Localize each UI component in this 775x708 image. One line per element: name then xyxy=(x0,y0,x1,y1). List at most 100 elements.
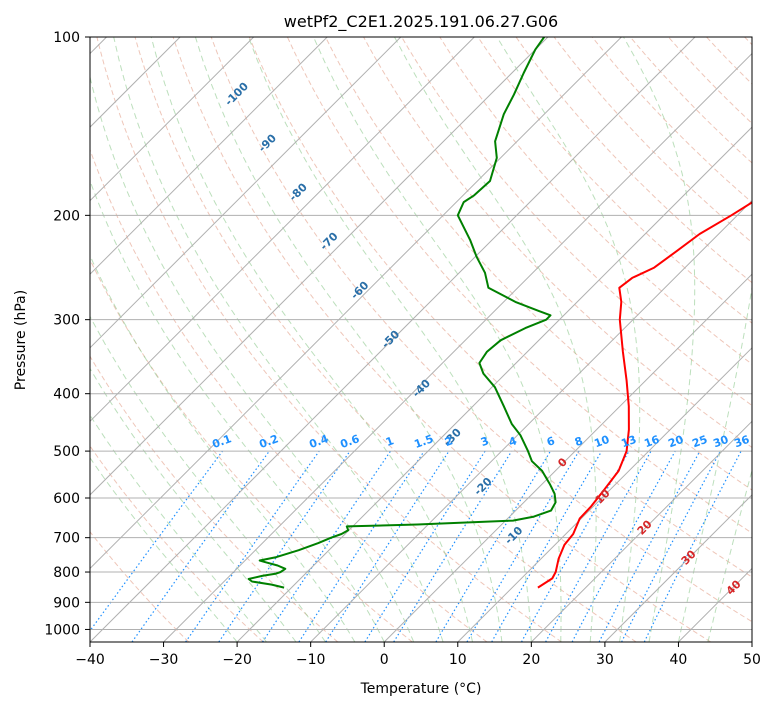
moist-adiabat-line xyxy=(90,254,356,642)
dry-adiabat-line xyxy=(90,355,339,642)
moist-adiabat-line xyxy=(90,456,238,642)
mixing-ratio-label: 13 xyxy=(619,433,638,450)
mixing-ratio-lines xyxy=(90,450,742,642)
x-tick-label: 10 xyxy=(449,652,467,668)
x-tick-label: 40 xyxy=(670,652,688,668)
mixing-ratio-label: 2 xyxy=(443,434,455,449)
y-tick-label: 900 xyxy=(53,595,80,611)
mixing-ratio-line xyxy=(520,450,630,642)
mixing-ratio-line xyxy=(545,450,652,642)
isotherm-line xyxy=(90,37,402,349)
dry-adiabat-line xyxy=(286,37,752,534)
x-tick-label: 20 xyxy=(522,652,540,668)
mixing-ratio-label: 10 xyxy=(592,433,611,451)
y-tick-label: 600 xyxy=(53,491,80,507)
mixing-ratio-line xyxy=(571,450,676,642)
y-axis-label: Pressure (hPa) xyxy=(13,290,29,390)
mixing-ratio-line xyxy=(643,450,742,642)
dry-adiabat-line xyxy=(325,37,752,491)
dry-adiabat-label: -10 xyxy=(502,524,525,547)
dry-adiabat-line xyxy=(401,37,752,407)
isotherm-line xyxy=(90,37,549,496)
dry-adiabat-line xyxy=(477,37,752,324)
mixing-ratio-line xyxy=(598,450,701,642)
moist-adiabat-line xyxy=(113,37,444,642)
isotherm-line xyxy=(751,641,752,642)
isotherm-line xyxy=(604,494,752,642)
dry-adiabat-line xyxy=(172,37,712,642)
plot-frame xyxy=(89,36,753,643)
mixing-ratio-label: 4 xyxy=(507,434,519,449)
mixing-ratio-label: 0.1 xyxy=(210,432,233,451)
moist-adiabat-line xyxy=(707,468,752,642)
dry-adiabats xyxy=(90,37,752,642)
isotherm-line xyxy=(90,37,255,202)
moist-adiabat-line xyxy=(90,74,415,642)
chart-title: wetPf2_C2E1.2025.191.06.27.G06 xyxy=(284,12,558,32)
dry-adiabat-label: -80 xyxy=(287,180,310,203)
moist-adiabats xyxy=(90,37,752,642)
x-tick-label: −30 xyxy=(149,652,179,668)
dry-adiabat-label: -40 xyxy=(410,377,433,400)
isotherm-line xyxy=(530,420,752,642)
moist-adiabat-label: 0 xyxy=(555,455,570,470)
mixing-ratio-label: 1 xyxy=(384,434,396,449)
mixing-ratio-label: 3 xyxy=(479,434,491,449)
x-tick-label: −40 xyxy=(75,652,105,668)
x-tick-label: 50 xyxy=(743,652,761,668)
isotherm-line xyxy=(90,37,696,642)
x-tick-label: −20 xyxy=(222,652,252,668)
mixing-ratio-label: 36 xyxy=(732,433,751,451)
y-tick-label: 100 xyxy=(53,30,80,46)
isotherm-line xyxy=(163,52,752,642)
isotherm-line xyxy=(310,199,752,642)
y-axis-ticks: 1000 900 800 700 600 500 400 300 200 100 xyxy=(44,30,90,638)
dry-adiabat-line xyxy=(668,37,752,124)
dry-adiabat-label: -50 xyxy=(379,327,402,350)
mixing-ratio-label: 0.6 xyxy=(338,432,361,451)
mixing-ratio-line xyxy=(325,450,450,642)
moist-adiabat-line xyxy=(623,37,696,642)
moist-adiabat-line xyxy=(496,37,641,642)
mixing-ratio-label: 6 xyxy=(545,434,557,449)
dry-adiabat-label: -60 xyxy=(348,278,371,301)
mixing-ratio-label: 0.4 xyxy=(307,432,330,451)
dry-adiabat-line xyxy=(591,37,752,204)
mixing-ratio-line xyxy=(298,450,425,642)
moist-adiabat-line xyxy=(313,37,562,642)
y-tick-label: 500 xyxy=(53,444,80,460)
skewed-isotherms xyxy=(90,37,752,642)
mixing-ratio-line xyxy=(435,450,552,642)
y-tick-label: 300 xyxy=(53,313,80,329)
dry-adiabat-line xyxy=(515,37,752,284)
moist-adiabat-line xyxy=(394,37,597,642)
moist-adiabat-line xyxy=(90,367,297,642)
y-tick-label: 800 xyxy=(53,565,80,581)
mixing-ratio-line xyxy=(261,450,391,642)
mixing-ratio-line xyxy=(131,450,270,642)
x-tick-label: −10 xyxy=(296,652,326,668)
isotherm-line xyxy=(90,37,622,570)
dry-adiabat-line xyxy=(439,37,752,365)
dry-adiabat-label: -100 xyxy=(222,80,251,109)
moist-adiabat-line xyxy=(150,37,473,642)
moist-adiabat-line xyxy=(90,315,326,642)
mixing-ratio-label: 1.5 xyxy=(412,432,435,451)
mixing-ratio-label: 30 xyxy=(711,433,730,451)
dry-adiabat-line xyxy=(90,445,264,642)
moist-adiabat-line xyxy=(194,37,503,642)
x-tick-label: 0 xyxy=(380,652,389,668)
moist-adiabat-line xyxy=(677,284,752,642)
moist-adiabat-label: 40 xyxy=(724,577,744,597)
dry-adiabat-line xyxy=(134,37,637,642)
dry-adiabat-line xyxy=(248,37,752,578)
dry-adiabat-line xyxy=(210,37,752,623)
isotherm-line xyxy=(90,37,475,423)
y-tick-label: 700 xyxy=(53,531,80,547)
mixing-ratio-label: 25 xyxy=(690,433,709,450)
dry-adiabat-label: -90 xyxy=(256,131,279,154)
dry-adiabat-line xyxy=(90,531,190,642)
x-axis-label: Temperature (°C) xyxy=(360,681,482,697)
y-tick-label: 400 xyxy=(53,387,80,403)
dry-adiabat-line xyxy=(90,258,413,642)
